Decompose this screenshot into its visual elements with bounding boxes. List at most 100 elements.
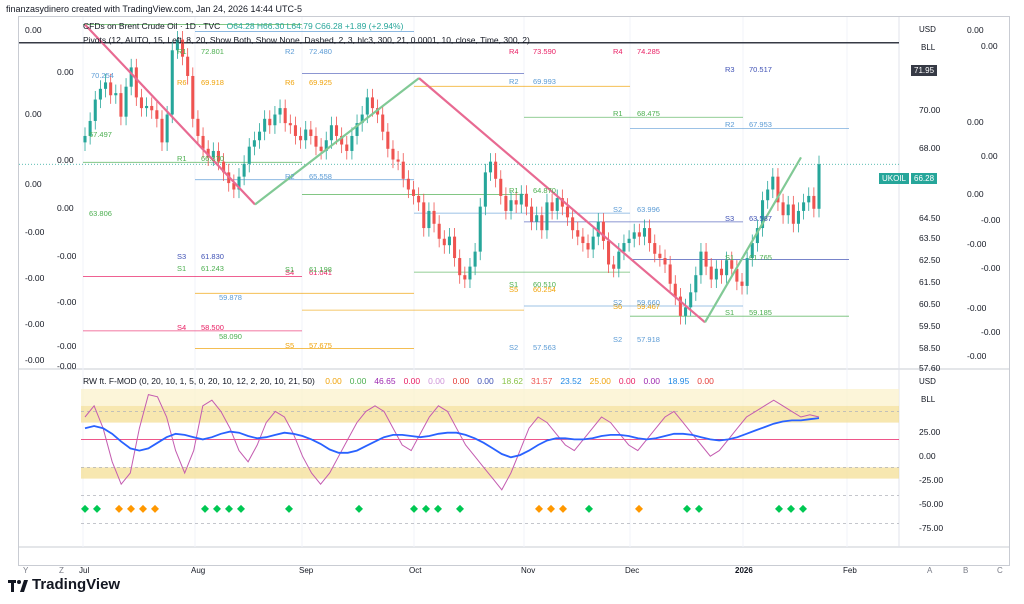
candle-body xyxy=(232,183,236,190)
candle-body xyxy=(165,114,169,143)
candle-body xyxy=(180,39,185,57)
candle-body xyxy=(463,275,467,280)
candle-body xyxy=(406,178,410,190)
time-tick-label: Nov xyxy=(521,566,536,575)
candle-body xyxy=(658,253,662,259)
candle-body xyxy=(540,215,544,231)
left-scale-label: -0.00 xyxy=(25,227,45,237)
candle-body xyxy=(237,176,241,190)
candle-body xyxy=(104,82,108,89)
far-right-scale-label: 0.00 xyxy=(967,25,984,35)
candle-body xyxy=(684,307,688,316)
candle-body xyxy=(791,204,795,224)
pivot-label: 70.517 xyxy=(749,65,772,75)
signal-diamond xyxy=(139,504,147,513)
zigzag-segment xyxy=(254,77,420,206)
candle-body xyxy=(329,125,333,141)
candle-body xyxy=(550,202,554,211)
candle-body xyxy=(447,236,451,246)
pivot-label: S1 xyxy=(509,279,519,289)
signal-diamond xyxy=(213,504,221,513)
candle-body xyxy=(206,148,210,158)
candle-body xyxy=(401,161,405,179)
pivot-label: S2 xyxy=(509,342,519,352)
time-tick-label: Jul xyxy=(79,566,90,575)
signal-diamond xyxy=(237,504,245,513)
candle-body xyxy=(365,97,369,115)
candle-body xyxy=(360,114,364,124)
tradingview-logo[interactable]: TradingView xyxy=(8,576,120,593)
pivot-label: R1 xyxy=(177,47,187,56)
candle-body xyxy=(714,268,718,280)
candle-body xyxy=(494,161,498,179)
left-scale-label: -0.00 xyxy=(57,251,77,261)
far-right-scale-label: -0.00 xyxy=(981,215,1001,225)
pivot-label: S2 xyxy=(613,205,623,215)
far-right-scale-label: 0.00 xyxy=(967,117,984,127)
candle-body xyxy=(263,118,267,132)
corner-c[interactable]: C xyxy=(997,566,1003,575)
zigzag-segment xyxy=(84,23,256,206)
signal-diamond xyxy=(285,504,293,513)
pivot-label: 69.918 xyxy=(201,78,224,88)
signal-diamond xyxy=(434,504,442,513)
pivot-label: S4 xyxy=(177,322,187,332)
osc-unit-button[interactable]: BLL xyxy=(921,395,936,404)
candle-body xyxy=(134,67,138,98)
corner-a[interactable]: A xyxy=(927,566,933,575)
far-right-scale-label: -0.00 xyxy=(967,351,987,361)
time-tick-label: Oct xyxy=(409,566,422,575)
time-tick-label: Dec xyxy=(625,566,640,575)
candle-body xyxy=(627,238,631,244)
candle-body xyxy=(771,176,775,190)
pivot-label: R2 xyxy=(285,171,295,181)
pivots-legend[interactable]: Pivots (12, AUTO, 15, Left, 8, 20, Show … xyxy=(83,35,530,45)
currency-button[interactable]: USD xyxy=(919,25,936,34)
candle-body xyxy=(812,195,816,209)
signal-diamond xyxy=(547,504,555,513)
pivot-label: 74.285 xyxy=(637,47,660,56)
candle-body xyxy=(345,144,349,151)
pivot-label: 63.996 xyxy=(637,205,660,215)
candle-body xyxy=(504,195,508,211)
candle-body xyxy=(607,240,611,265)
unit-button[interactable]: BLL xyxy=(921,43,936,52)
chart-panel[interactable]: CFDs on Brent Crude Oil · 1D · TVC O64.2… xyxy=(18,16,1010,575)
oscillator-tick-label: 0.00 xyxy=(919,451,936,461)
price-tick-label: 61.50 xyxy=(919,277,941,287)
candle-body xyxy=(766,189,770,201)
candle-body xyxy=(612,264,616,269)
corner-z[interactable]: Z xyxy=(59,566,64,575)
pivot-label: 59.185 xyxy=(749,308,772,318)
pivot-label: 69.925 xyxy=(309,78,332,88)
corner-y[interactable]: Y xyxy=(23,566,29,575)
candle-body xyxy=(216,150,220,162)
signal-diamond xyxy=(775,504,783,513)
pivot-label: S1 xyxy=(285,265,295,275)
oscillator-legend[interactable]: RW ft. F-MOD (0, 20, 10, 1, 5, 0, 20, 10… xyxy=(83,376,722,386)
time-tick-label: Aug xyxy=(191,566,206,575)
price-tick-label: 70.00 xyxy=(919,105,941,115)
candle-body xyxy=(591,236,595,250)
far-right-scale-label: 0.00 xyxy=(981,41,998,51)
corner-b[interactable]: B xyxy=(963,566,969,575)
symbol-legend[interactable]: CFDs on Brent Crude Oil · 1D · TVC O64.2… xyxy=(83,21,407,31)
candle-body xyxy=(283,108,287,124)
price-chart-svg[interactable] xyxy=(19,17,1009,565)
header-title: finanzasydinero created with TradingView… xyxy=(6,4,303,14)
pivot-label: 61.243 xyxy=(201,264,224,274)
last-price-badge: 66.28 xyxy=(911,173,938,184)
pivot-label: 61.765 xyxy=(749,252,772,262)
signal-diamond xyxy=(787,504,795,513)
candle-body xyxy=(601,221,605,241)
candle-body xyxy=(93,99,97,121)
candle-body xyxy=(555,198,559,211)
candle-body xyxy=(145,105,149,109)
osc-currency-button[interactable]: USD xyxy=(919,377,936,386)
candle-body xyxy=(114,93,118,96)
candle-body xyxy=(334,125,339,136)
candle-body xyxy=(222,161,226,173)
candle-body xyxy=(247,146,251,164)
pivot-label: 65.558 xyxy=(309,171,332,181)
candle-body xyxy=(293,125,297,136)
